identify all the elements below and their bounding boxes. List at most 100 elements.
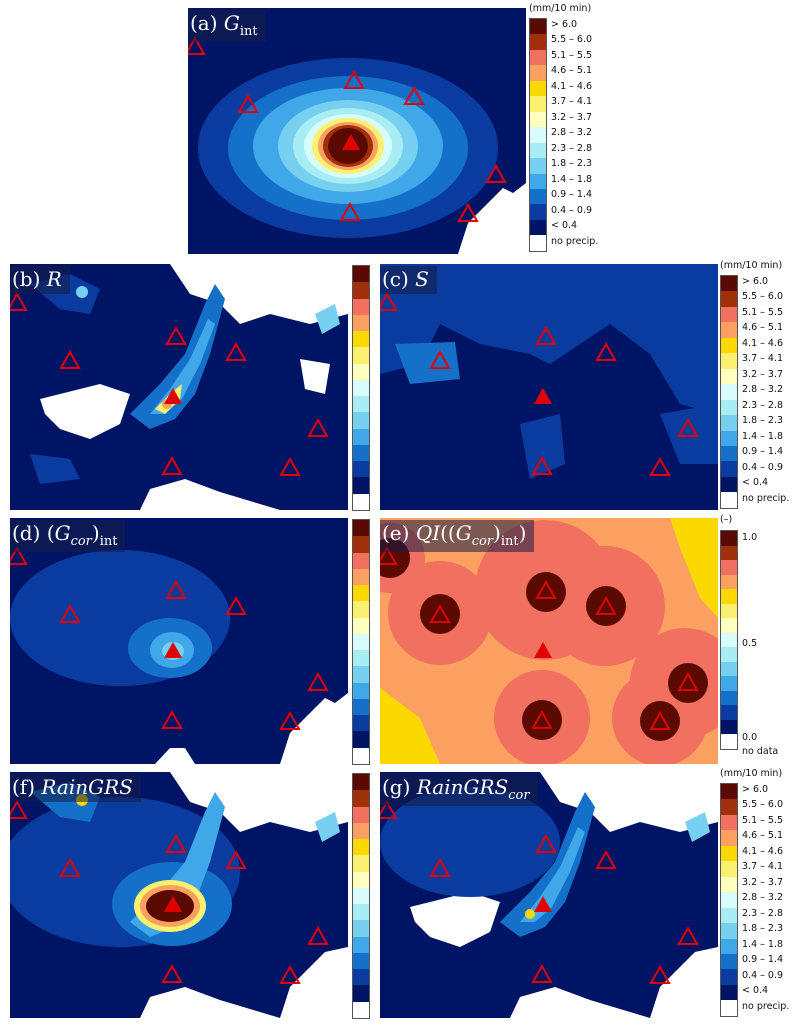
colorbar-swatch — [353, 552, 369, 569]
colorbar-swatch — [353, 682, 369, 699]
gauge-marker — [380, 291, 398, 311]
gauge-marker — [279, 964, 301, 984]
gauge-marker — [429, 857, 451, 877]
legend-label: 3.7 – 4.1 — [551, 96, 593, 108]
colorbar-swatch — [721, 589, 737, 604]
gauge-marker — [485, 163, 507, 183]
colorbar-swatch — [721, 560, 737, 575]
legend-unit: (mm/10 min) — [529, 3, 592, 14]
target-gauge-marker — [164, 896, 182, 912]
legend-label: 3.2 – 3.7 — [551, 111, 593, 123]
colorbar-swatch — [353, 790, 369, 807]
colorbar-swatch — [353, 698, 369, 716]
gauge-marker — [59, 603, 81, 623]
colorbar-swatch — [353, 477, 369, 494]
colorbar-swatch — [530, 235, 546, 251]
gauge-marker — [307, 925, 329, 945]
gauge-marker — [343, 69, 365, 89]
colorbar-swatch — [530, 65, 546, 81]
gauge-marker — [165, 833, 187, 853]
legend-label: 1.8 – 2.3 — [742, 415, 784, 427]
qi-peak — [668, 663, 708, 703]
rain-band — [150, 319, 215, 414]
colorbar-swatch — [353, 493, 369, 510]
gauge-marker — [10, 799, 28, 819]
colorbar-swatch — [530, 204, 546, 220]
colorbar-swatch — [530, 49, 546, 66]
gauge-marker — [531, 709, 553, 729]
colorbar-swatch — [353, 666, 369, 683]
rain-band — [660, 404, 718, 464]
colorbar-swatch — [353, 887, 369, 905]
gauge-marker — [595, 341, 617, 361]
target-gauge-marker — [534, 388, 552, 404]
colorbar-swatch — [353, 363, 369, 380]
colorbar-swatch — [353, 314, 369, 332]
legend-label: > 6.0 — [742, 276, 769, 287]
colorbar-swatch — [353, 520, 369, 537]
colorbar-swatch — [721, 461, 737, 477]
panel-b-label: (b) R — [10, 266, 70, 294]
legend-label: < 0.4 — [742, 985, 769, 997]
legend-label: 3.7 – 4.1 — [742, 861, 784, 873]
legend-label: 5.1 – 5.5 — [742, 306, 784, 318]
colorbar-swatch — [721, 676, 737, 691]
gauge-marker — [595, 595, 617, 615]
panel-g-field — [380, 772, 718, 1018]
qi-peak — [522, 700, 562, 740]
legend-unit: (mm/10 min) — [720, 260, 783, 271]
legend-label: 1.4 – 1.8 — [551, 173, 593, 185]
colorbar-swatch — [353, 331, 369, 348]
legend-label: < 0.4 — [742, 477, 769, 489]
gauge-marker — [380, 545, 398, 565]
gauge-marker — [403, 85, 425, 105]
colorbar-swatch — [721, 618, 737, 633]
gauge-marker — [237, 93, 259, 113]
panel-a-gint-map: (a) Gint — [188, 8, 526, 254]
legend-label: 5.5 – 6.0 — [742, 291, 784, 303]
colorbar-swatch — [530, 19, 546, 35]
legend-label: 1.8 – 2.3 — [742, 923, 784, 935]
gauge-marker — [225, 595, 247, 615]
colorbar-swatch — [721, 953, 737, 970]
panel-e-field — [380, 518, 718, 764]
panel-c-satellite-map: (c) S — [380, 264, 718, 510]
colorbar-panel-f — [352, 773, 370, 1019]
colorbar-panel-c — [720, 275, 738, 509]
gauge-marker — [165, 579, 187, 599]
rain-band — [315, 304, 340, 334]
gauge-marker — [10, 291, 28, 311]
colorbar-swatch — [721, 476, 737, 493]
gauge-marker — [531, 455, 553, 475]
legend-label: 1.4 – 1.8 — [742, 430, 784, 442]
legend-label: 4.1 – 4.6 — [551, 80, 593, 92]
gauge-marker — [225, 341, 247, 361]
legend-label: 5.5 – 6.0 — [742, 799, 784, 811]
rain-core — [76, 286, 88, 298]
gauge-marker — [188, 35, 206, 55]
colorbar-swatch — [353, 650, 369, 667]
colorbar-swatch — [721, 734, 737, 749]
gauge-marker — [279, 710, 301, 730]
colorbar-swatch — [353, 585, 369, 602]
qi-legend-e: (–) 1.0 0.5 0.0 no data — [720, 514, 798, 764]
panel-g-label: (g) RainGRScor — [380, 774, 538, 806]
colorbar-swatch — [721, 705, 737, 720]
legend-label: 1.8 – 2.3 — [551, 158, 593, 170]
legend-label: < 0.4 — [551, 220, 578, 232]
colorbar-swatch — [353, 839, 369, 856]
colorbar-swatch — [530, 219, 546, 236]
colorbar-swatch — [721, 276, 737, 292]
panel-c-field — [380, 264, 718, 479]
no-precip-area — [650, 947, 718, 1018]
no-precip-area — [510, 987, 650, 1018]
gauge-marker — [535, 579, 557, 599]
rain-core — [525, 909, 535, 919]
intensity-legend-a: (mm/10 min) > 6.0 5.5 – 6.0 5.1 – 5.5 4.6 – … — [529, 3, 609, 251]
legend-label: 0.4 – 0.9 — [742, 969, 784, 981]
colorbar-swatch — [721, 1000, 737, 1016]
gauge-marker — [380, 799, 398, 819]
qi-peak — [586, 586, 626, 626]
no-precip-area — [280, 693, 348, 764]
colorbar-swatch — [721, 799, 737, 815]
